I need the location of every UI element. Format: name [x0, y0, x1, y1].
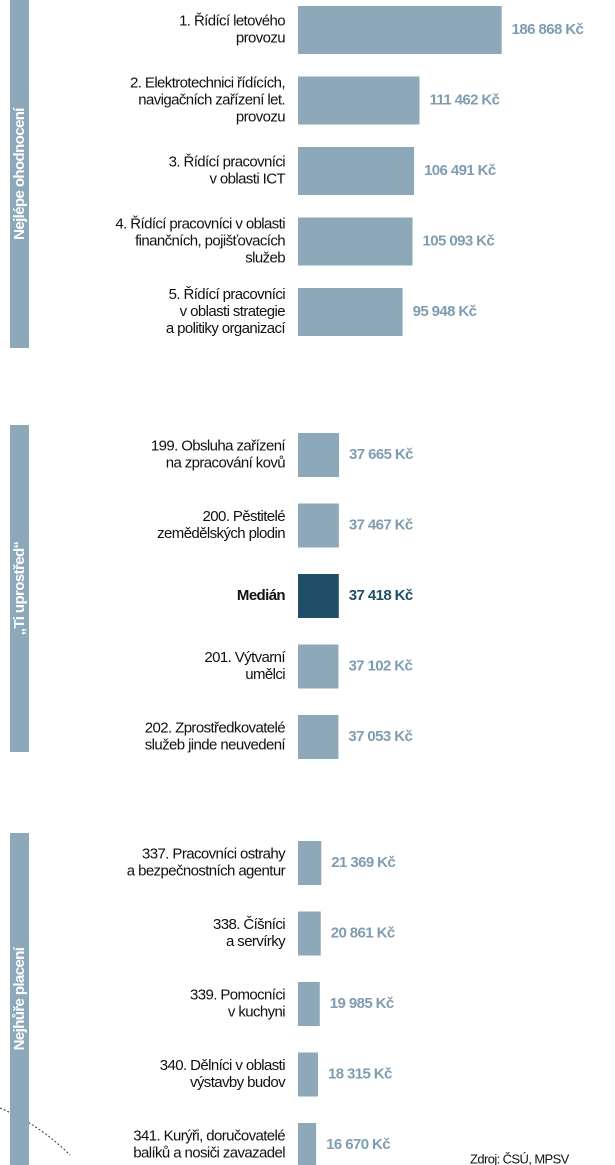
category-label: 202. Zprostředkovatelé	[145, 719, 285, 736]
bar	[298, 1123, 317, 1165]
category-label: provozu	[236, 108, 285, 125]
bar	[298, 574, 339, 618]
category-label: 339. Pomocníci	[190, 986, 285, 1003]
category-label: služeb jinde neuvedení	[145, 736, 287, 753]
value-label: 19 985 Kč	[330, 995, 394, 1012]
category-label: 2. Elektrotechnici řídících,	[130, 74, 285, 91]
category-label: provozu	[236, 29, 285, 46]
category-label: 1. Řídící letového	[179, 12, 285, 29]
bar	[298, 503, 339, 548]
category-label: 337. Pracovníci ostrahy	[142, 845, 286, 862]
category-label: 201. Výtvarní	[204, 649, 286, 666]
category-label: v kuchyni	[228, 1003, 285, 1020]
value-label: 111 462 Kč	[429, 91, 499, 108]
bar	[298, 911, 321, 956]
group-band	[10, 833, 29, 1165]
category-label: 3. Řídící pracovníci	[169, 153, 286, 170]
value-label: 37 102 Kč	[348, 657, 412, 674]
group-label: „Ti uprostřed“	[11, 541, 28, 635]
category-label: a bezpečnostních agentur	[127, 862, 286, 879]
category-label: 340. Dělníci v oblasti	[160, 1057, 285, 1074]
group-band	[10, 0, 29, 348]
value-label: 20 861 Kč	[331, 924, 395, 941]
value-label: 37 665 Kč	[349, 446, 413, 463]
value-label: 95 948 Kč	[413, 303, 477, 320]
category-label: 341. Kurýři, doručovatelé	[133, 1127, 285, 1144]
value-label: 105 093 Kč	[423, 232, 495, 249]
category-label: zemědělských plodin	[157, 525, 285, 542]
category-label: 200. Pěstitelé	[203, 508, 286, 525]
bar	[298, 288, 403, 336]
pointer-curve	[0, 1107, 71, 1156]
category-label: na zpracování kovů	[166, 454, 286, 471]
group-label: Nejlépe ohodnocení	[11, 107, 28, 240]
value-label: 186 868 Kč	[512, 21, 584, 38]
category-label: finančních, pojišťovacích	[135, 232, 285, 249]
bar	[298, 6, 502, 54]
bar	[298, 217, 413, 266]
category-label: v oblasti strategie	[180, 303, 286, 320]
category-label: a politiky organizací	[166, 320, 287, 337]
bar	[298, 1052, 318, 1097]
bar	[298, 715, 339, 759]
category-label: Medián	[237, 587, 286, 604]
category-label: 338. Číšníci	[213, 916, 285, 933]
source: Zdroj: ČSÚ, MPSV	[470, 1151, 570, 1165]
bar	[298, 147, 415, 195]
category-label: v oblasti ICT	[209, 170, 285, 187]
category-label: 4. Řídící pracovníci v oblasti	[115, 215, 285, 232]
category-label: umělci	[245, 666, 285, 683]
bar	[298, 433, 340, 477]
value-label: 37 418 Kč	[349, 587, 413, 604]
category-label: balíků a nosiči zavazadel	[133, 1144, 285, 1161]
category-label: služeb	[245, 249, 285, 266]
value-label: 21 369 Kč	[331, 854, 395, 871]
group-band	[10, 425, 29, 752]
bar	[298, 644, 339, 689]
bar	[298, 982, 320, 1026]
category-label: výstavby budov	[190, 1074, 286, 1091]
value-label: 106 491 Kč	[424, 162, 496, 179]
bar	[298, 76, 420, 125]
category-label: 5. Řídící pracovníci	[169, 286, 286, 303]
category-label: a servírky	[226, 933, 286, 950]
value-label: 18 315 Kč	[328, 1065, 392, 1082]
value-label: 16 670 Kč	[326, 1136, 390, 1153]
value-label: 37 467 Kč	[349, 516, 413, 533]
value-label: 37 053 Kč	[348, 728, 412, 745]
category-label: navigačních zařízení let.	[138, 91, 285, 108]
category-label: 199. Obsluha zařízení	[151, 437, 287, 454]
group-label: Nejhůře placení	[11, 946, 28, 1050]
bar	[298, 841, 322, 885]
